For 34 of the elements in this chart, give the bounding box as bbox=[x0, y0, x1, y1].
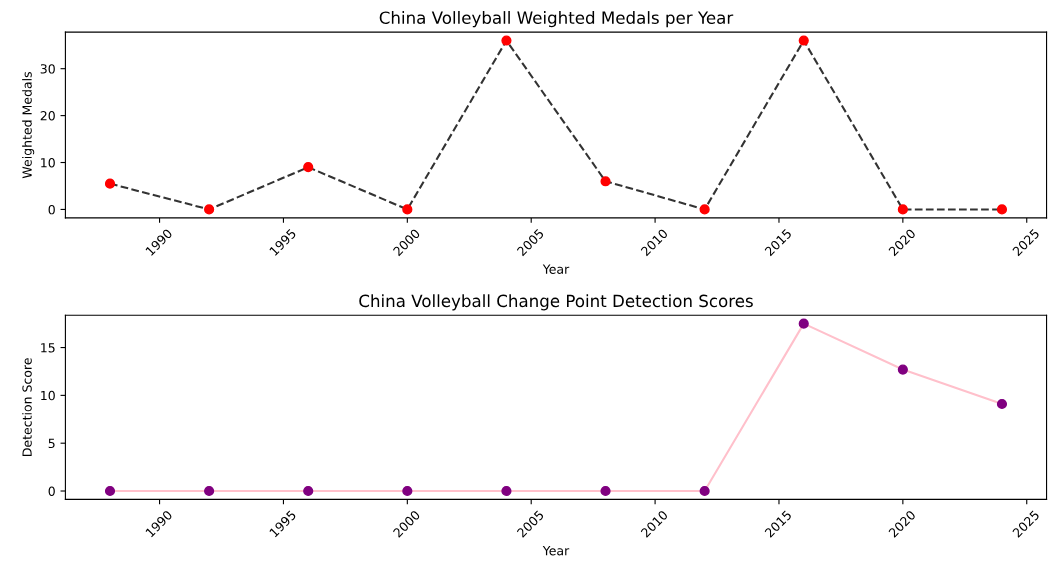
point bbox=[204, 204, 215, 215]
y-tick-label: 15 bbox=[41, 343, 55, 353]
point bbox=[303, 485, 314, 497]
point bbox=[996, 204, 1008, 215]
point bbox=[501, 35, 512, 46]
y-axis-title: Weighted Medals bbox=[22, 72, 35, 179]
x-axis-title: Year bbox=[542, 546, 570, 556]
point bbox=[501, 485, 512, 497]
point bbox=[600, 176, 611, 187]
y-tick-label: 0 bbox=[48, 486, 55, 496]
point bbox=[303, 162, 314, 173]
chart-title: China Volleyball Weighted Medals per Year bbox=[379, 11, 734, 28]
point bbox=[104, 485, 116, 497]
chart-title: China Volleyball Change Point Detection Scores bbox=[359, 294, 753, 311]
point bbox=[699, 485, 710, 497]
point bbox=[104, 178, 116, 189]
point bbox=[402, 485, 413, 497]
x-axis-title: Year bbox=[542, 264, 570, 274]
point bbox=[996, 398, 1008, 410]
y-tick-label: 20 bbox=[40, 111, 55, 121]
point bbox=[600, 485, 611, 497]
point bbox=[402, 204, 413, 215]
y-tick-label: 30 bbox=[40, 64, 55, 74]
y-tick-label: 5 bbox=[48, 438, 55, 449]
point bbox=[798, 318, 809, 329]
point bbox=[798, 35, 809, 46]
y-axis-title: Detection Score bbox=[22, 358, 32, 456]
y-tick-label: 10 bbox=[41, 390, 55, 401]
point bbox=[699, 204, 710, 215]
point bbox=[204, 485, 215, 497]
y-tick-label: 0 bbox=[48, 204, 55, 215]
point bbox=[897, 364, 908, 375]
y-tick-label: 10 bbox=[41, 157, 55, 168]
point bbox=[897, 204, 908, 215]
